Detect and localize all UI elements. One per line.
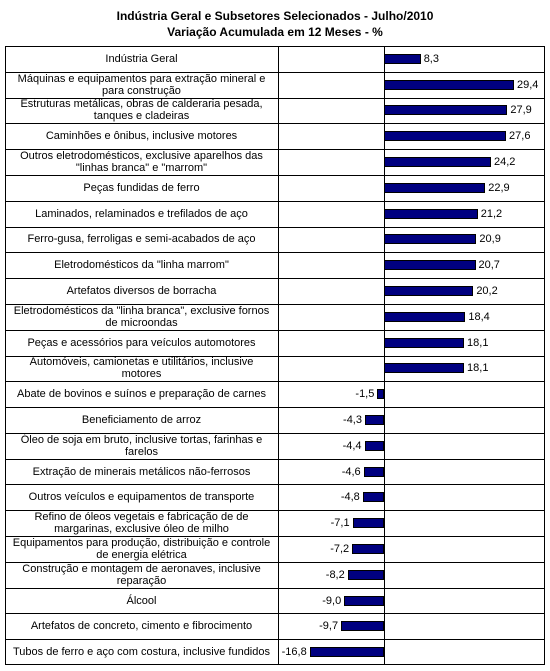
category-label: Eletrodomésticos da "linha branca", excl… [13, 304, 270, 329]
row-line [5, 252, 545, 254]
row-line [5, 226, 545, 228]
row-line [5, 458, 545, 460]
bar [364, 440, 384, 451]
value-label: -4,8 [340, 491, 360, 504]
value-label: 18,1 [467, 336, 489, 349]
bar [384, 363, 465, 374]
value-label: 29,4 [517, 78, 539, 91]
value-label: 8,3 [423, 52, 439, 65]
row-line [5, 484, 545, 486]
value-label: 20,7 [478, 259, 500, 272]
category-label: Beneficiamento de arroz [81, 413, 202, 426]
value-label: 27,6 [509, 130, 531, 143]
value-label: 27,9 [510, 104, 532, 117]
row-line [5, 639, 545, 641]
bar [384, 260, 476, 271]
value-label: -8,2 [325, 568, 345, 581]
category-label: Óleo de soja em bruto, inclusive tortas,… [20, 433, 263, 458]
category-label: Outros veículos e equipamentos de transp… [28, 491, 255, 504]
value-label: 22,9 [488, 181, 510, 194]
category-label: Construção e montagem de aeronaves, incl… [22, 562, 261, 587]
row-line [5, 200, 545, 202]
row-line [5, 587, 545, 589]
row-line [5, 174, 545, 176]
row-line [5, 536, 545, 538]
bar [384, 79, 514, 90]
chart-title: Indústria Geral e Subsetores Selecionado… [116, 9, 434, 23]
bar [384, 131, 507, 142]
row-line [5, 303, 545, 305]
bar [384, 105, 508, 116]
row-line [5, 123, 545, 125]
value-label: -16,8 [281, 646, 307, 659]
value-label: -9,7 [319, 620, 339, 633]
value-label: 18,4 [468, 310, 490, 323]
bar [352, 518, 384, 529]
bar [384, 157, 491, 168]
category-label: Extração de minerais metálicos não-ferro… [32, 465, 251, 478]
category-label: Automóveis, camionetas e utilitários, in… [29, 356, 254, 381]
bar [384, 182, 486, 193]
bar [384, 53, 421, 64]
row-line [5, 71, 545, 73]
row-line [5, 329, 545, 331]
bar [309, 647, 384, 658]
category-label: Álcool [126, 594, 157, 607]
row-line [5, 97, 545, 99]
row-line [5, 149, 545, 151]
value-label: 24,2 [494, 156, 516, 169]
value-label: 20,9 [479, 233, 501, 246]
bar [384, 337, 465, 348]
row-line [5, 407, 545, 409]
value-label: -4,6 [341, 465, 361, 478]
category-label: Indústria Geral [105, 52, 178, 65]
category-label: Máquinas e equipamentos para extração mi… [17, 72, 266, 97]
bar [384, 234, 477, 245]
category-label: Peças e acessórios para veículos automot… [27, 336, 256, 349]
value-label: -9,0 [322, 594, 342, 607]
value-label: -7,1 [330, 517, 350, 530]
bar [364, 414, 384, 425]
row-line [5, 613, 545, 615]
category-label: Artefatos diversos de borracha [66, 285, 217, 298]
bar [347, 569, 384, 580]
value-label: -4,4 [342, 439, 362, 452]
value-label: 20,2 [476, 285, 498, 298]
category-label: Eletrodomésticos da "linha marrom" [54, 259, 229, 272]
value-label: 21,2 [480, 207, 503, 220]
category-label: Refino de óleos vegetais e fabricação de… [34, 511, 249, 536]
bar [377, 389, 384, 400]
category-label: Ferro-gusa, ferroligas e semi-acabados d… [27, 233, 256, 246]
row-line [5, 278, 545, 280]
category-label: Caminhões e ônibus, inclusive motores [45, 130, 238, 143]
category-label: Artefatos de concreto, cimento e fibroci… [30, 620, 253, 633]
category-label: Equipamentos para produção, distribuição… [12, 536, 271, 561]
row-line [5, 510, 545, 512]
value-label: -1,5 [355, 388, 375, 401]
chart-subtitle: Variação Acumulada em 12 Meses - % [167, 25, 383, 39]
bar [363, 466, 384, 477]
category-label: Estruturas metálicas, obras de calderari… [20, 98, 263, 123]
category-label: Abate de bovinos e suínos e preparação d… [17, 388, 266, 401]
category-label: Tubos de ferro e aço com costura, inclus… [12, 646, 270, 659]
row-line [5, 381, 545, 383]
bar [352, 543, 384, 554]
bar [384, 311, 466, 322]
row-line [5, 561, 545, 563]
bar [362, 492, 384, 503]
zero-line [384, 46, 385, 665]
bar [384, 208, 478, 219]
category-label: Peças fundidas de ferro [83, 181, 200, 194]
value-label: 18,1 [467, 362, 489, 375]
bar [344, 595, 384, 606]
category-label: Laminados, relaminados e trefilados de a… [35, 207, 248, 220]
bar [384, 286, 474, 297]
value-label: -4,3 [343, 413, 362, 426]
category-label: Outros eletrodomésticos, exclusive apare… [20, 150, 263, 175]
value-label: -7,2 [330, 542, 350, 555]
bar [341, 621, 384, 632]
row-line [5, 432, 545, 434]
row-line [5, 355, 545, 357]
